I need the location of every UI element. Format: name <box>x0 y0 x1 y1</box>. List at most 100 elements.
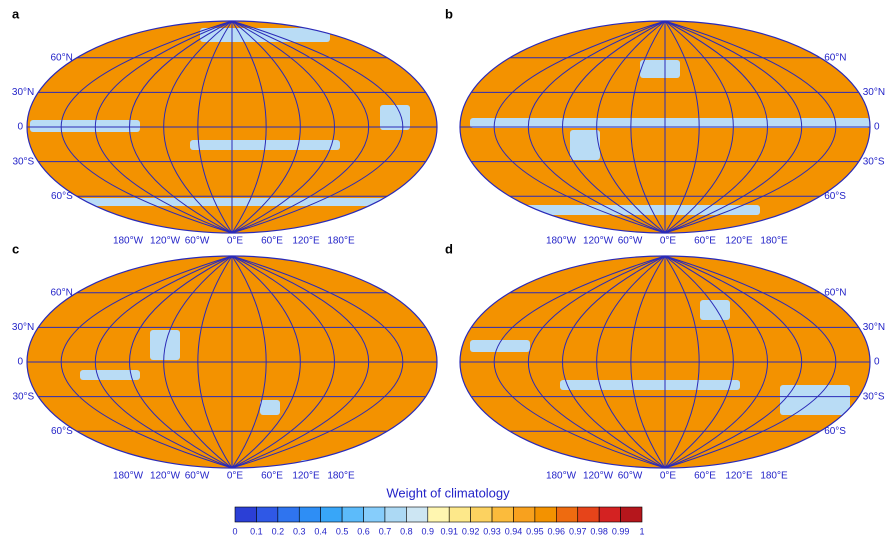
lat-label: 60°S <box>51 426 73 437</box>
colorbar-box <box>384 506 407 523</box>
meridian <box>493 255 666 469</box>
lon-label: 0°E <box>660 471 677 482</box>
lon-label: 180°W <box>546 471 577 482</box>
meridian <box>664 255 768 469</box>
meridian <box>664 255 803 469</box>
colorbar-label: 0.94 <box>505 526 523 536</box>
meridian <box>231 20 370 234</box>
lon-label: 60°W <box>618 236 643 247</box>
lat-label: 60°S <box>51 191 73 202</box>
map-border <box>26 20 438 234</box>
meridian <box>163 255 233 469</box>
lat-label: 0 <box>874 122 880 133</box>
map-panel <box>26 255 438 469</box>
lat-label: 60°S <box>824 191 846 202</box>
colorbar-box <box>556 506 579 523</box>
meridian <box>664 20 837 234</box>
colorbar-label: 0.92 <box>462 526 480 536</box>
meridian <box>129 255 233 469</box>
colorbar-label: 0 <box>232 526 237 536</box>
patches <box>470 60 870 215</box>
panel: c <box>12 241 19 256</box>
colorbar-box <box>320 506 343 523</box>
colorbar-label: 0.7 <box>379 526 392 536</box>
lon-label: 120°W <box>150 236 181 247</box>
lon-label: 60°E <box>694 236 716 247</box>
lat-label: 30°N <box>863 87 885 98</box>
colorbar-label: 1 <box>639 526 644 536</box>
meridian <box>562 255 666 469</box>
colorbar-label: 0.96 <box>548 526 566 536</box>
panel: b <box>445 6 453 21</box>
meridian <box>231 255 370 469</box>
low-weight-patch <box>560 380 740 390</box>
meridian <box>664 20 700 234</box>
lat-label: 60°N <box>50 52 72 63</box>
lon-label: 120°E <box>725 236 753 247</box>
colorbar-title: Weight of climatology <box>386 485 510 500</box>
low-weight-patch <box>60 198 390 206</box>
colorbar-box <box>341 506 364 523</box>
lon-label: 120°W <box>150 471 181 482</box>
meridian <box>562 20 666 234</box>
lon-label: 120°E <box>292 471 320 482</box>
lon-label: 180°E <box>760 471 788 482</box>
lon-label: 0°E <box>227 236 244 247</box>
colorbar-box <box>513 506 536 523</box>
colorbar-box <box>298 506 321 523</box>
panel: d <box>445 241 453 256</box>
lon-label: 120°E <box>725 471 753 482</box>
meridian <box>596 20 666 234</box>
colorbar-box <box>277 506 300 523</box>
lon-label: 120°W <box>583 236 614 247</box>
lat-label: 60°N <box>824 52 846 63</box>
meridian <box>231 255 301 469</box>
lat-label: 60°N <box>50 287 72 298</box>
low-weight-patch <box>640 60 680 78</box>
meridian <box>231 20 335 234</box>
meridian <box>60 255 233 469</box>
meridian <box>231 255 267 469</box>
low-weight-patch <box>700 300 730 320</box>
colorbar-label: 0.4 <box>314 526 327 536</box>
colorbar-box <box>491 506 514 523</box>
colorbar-box <box>448 506 471 523</box>
lat-label: 60°N <box>824 287 846 298</box>
low-weight-patch <box>380 105 410 130</box>
low-weight-patch <box>570 130 600 160</box>
meridian <box>231 255 404 469</box>
meridian <box>664 255 734 469</box>
low-weight-patch <box>470 340 530 352</box>
lat-label: 0 <box>874 357 880 368</box>
colorbar-label: 0.93 <box>483 526 501 536</box>
colorbar-label: 0.91 <box>440 526 458 536</box>
colorbar-label: 0.6 <box>357 526 370 536</box>
colorbar-label: 0.1 <box>250 526 263 536</box>
colorbar-label: 0.2 <box>272 526 285 536</box>
colorbar-box <box>620 506 643 523</box>
meridian <box>94 20 233 234</box>
meridian <box>664 255 837 469</box>
low-weight-patch <box>260 400 280 415</box>
lat-label: 30°S <box>12 156 34 167</box>
colorbar-box <box>363 506 386 523</box>
low-weight-patch <box>30 120 140 132</box>
meridian <box>596 255 666 469</box>
colorbar-box <box>598 506 621 523</box>
lat-label: 60°S <box>824 426 846 437</box>
colorbar-label: 0.99 <box>612 526 630 536</box>
meridian <box>664 20 768 234</box>
colorbar-label: 0.9 <box>422 526 435 536</box>
meridian <box>493 20 666 234</box>
colorbar-label: 0.97 <box>569 526 587 536</box>
meridian <box>231 20 301 234</box>
lon-label: 60°E <box>261 236 283 247</box>
meridian <box>94 255 233 469</box>
lon-label: 180°W <box>113 236 144 247</box>
colorbar-label: 0.3 <box>293 526 306 536</box>
lat-label: 0 <box>17 357 23 368</box>
lon-label: 60°W <box>185 236 210 247</box>
lon-label: 180°E <box>760 236 788 247</box>
meridian <box>664 20 734 234</box>
colorbar-box <box>470 506 493 523</box>
